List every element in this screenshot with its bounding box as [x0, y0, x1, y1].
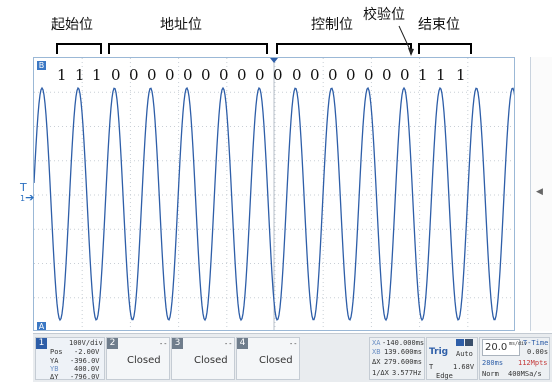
bit-value: 0 [328, 66, 338, 84]
side-panel-strip[interactable] [530, 57, 552, 331]
address-bracket [108, 43, 268, 54]
trigger-panel[interactable]: Trig Auto T 1.68V Edge [426, 337, 478, 380]
channel1-pos-label: Pos [50, 348, 63, 356]
cursor-xb-label: XB [372, 348, 381, 356]
bit-value: 0 [346, 66, 356, 84]
sample-rate: 400MSa/s [508, 370, 542, 378]
channel1-yb-label: YB [50, 365, 59, 373]
bit-value: 0 [111, 66, 121, 84]
bit-value: 0 [237, 66, 247, 84]
trigger-source-icon [456, 339, 464, 346]
bit-value: 0 [273, 66, 283, 84]
side-panel-expand-icon[interactable]: ◀ [536, 187, 543, 197]
channel1-dy-label: ΔY [50, 373, 59, 381]
bit-value: 0 [310, 66, 320, 84]
bit-value: 0 [255, 66, 265, 84]
trigger-label: Trig [429, 347, 449, 357]
timebase-unit: ms/div [509, 341, 528, 347]
bit-value: 0 [147, 66, 157, 84]
channel1-pos: -2.00V [74, 348, 100, 356]
channel1-panel[interactable]: 1 100V/div Pos -2.00V YA -396.0V YB 400.… [35, 337, 105, 381]
bit-value: 0 [382, 66, 392, 84]
check-bit-arrow [398, 25, 414, 56]
channel3-dashes: -- [224, 340, 233, 348]
bit-value: 0 [364, 66, 374, 84]
waveform-display[interactable]: B A [33, 57, 515, 331]
cursor-xa: -140.000ms [382, 339, 425, 347]
channel3-state: Closed [194, 355, 228, 366]
bit-value: 1 [418, 66, 428, 84]
trigger-edge-icon [465, 339, 473, 346]
cursor-xb: 139.600ms [384, 348, 422, 356]
channel1-marker: 1 [20, 194, 26, 203]
trigger-marker-letter: T [20, 181, 27, 194]
channel2-dashes: -- [159, 340, 168, 348]
bit-value: 1 [57, 66, 67, 84]
channel1-ya-label: YA [50, 357, 59, 365]
channel1-ya: -396.0V [70, 357, 100, 365]
channel1-dy: -796.0V [70, 373, 100, 381]
start-bits-label: 起始位 [51, 17, 93, 33]
timebase-panel[interactable]: 20.0 ms/div T-Time 0.00s 280ms 112Mpts N… [479, 337, 550, 380]
channel4-dashes: -- [289, 340, 298, 348]
cursor-inv: 3.577Hz [392, 369, 422, 377]
start-bracket [56, 43, 102, 54]
ttime-label: T-Time [523, 339, 549, 347]
channel3-panel[interactable]: 3 -- Closed [171, 337, 235, 380]
channel1-scale: 100V/div [69, 339, 103, 347]
channel2-state: Closed [127, 355, 161, 366]
control-bits-label: 控制位 [311, 17, 353, 33]
cursor-inv-label: 1/ΔX [372, 369, 389, 377]
cursor-xa-label: XA [372, 339, 381, 347]
bit-value: 1 [436, 66, 446, 84]
channel4-state: Closed [259, 355, 293, 366]
timebase-scale-box[interactable]: 20.0 ms/div [482, 339, 528, 356]
timebase-scale: 20.0 [485, 342, 508, 353]
channel4-number: 4 [237, 338, 248, 349]
cursor-dx-label: ΔX [372, 358, 381, 366]
end-bits-label: 结束位 [418, 17, 460, 33]
acquire-mode: Norm [482, 370, 499, 378]
channel2-number: 2 [107, 338, 118, 349]
channel-arrow-icon: ➔ [25, 191, 35, 204]
trigger-level-marker[interactable]: T 1➔ [20, 181, 35, 204]
bit-value: 0 [129, 66, 139, 84]
ttime-value: 0.00s [527, 348, 549, 356]
trigger-edge: Edge [436, 372, 453, 380]
bit-value: 0 [183, 66, 193, 84]
bit-value: 0 [400, 66, 410, 84]
trigger-level-label: T [429, 363, 434, 371]
bit-value: 0 [201, 66, 211, 84]
status-bar: 1 100V/div Pos -2.00V YA -396.0V YB 400.… [33, 333, 552, 382]
trigger-position-marker [270, 58, 278, 63]
channel2-panel[interactable]: 2 -- Closed [106, 337, 170, 380]
bit-value: 1 [75, 66, 85, 84]
bit-value: 0 [165, 66, 175, 84]
bit-value: 1 [456, 66, 466, 84]
trigger-level: 1.68V [453, 363, 475, 371]
memory-depth: 112Mpts [518, 359, 548, 367]
top-trace-marker: B [37, 61, 46, 70]
channel1-yb: 400.0V [74, 365, 100, 373]
bit-value: 0 [292, 66, 302, 84]
bit-value: 0 [219, 66, 229, 84]
channel1-trace [34, 86, 514, 322]
record-length: 280ms [482, 359, 504, 367]
channel1-number: 1 [36, 338, 47, 349]
bit-value: 1 [92, 66, 102, 84]
address-bits-label: 地址位 [160, 17, 202, 33]
end-bracket [418, 43, 472, 54]
cursor-readout[interactable]: XA -140.000ms XB 139.600ms ΔX 279.600ms … [369, 337, 425, 380]
trigger-mode: Auto [456, 350, 473, 358]
grid [34, 58, 514, 330]
channel4-panel[interactable]: 4 -- Closed [236, 337, 300, 380]
bottom-trace-marker: A [37, 322, 46, 331]
channel3-number: 3 [172, 338, 183, 349]
cursor-dx: 279.600ms [384, 358, 422, 366]
waveform-svg [34, 58, 514, 330]
check-bit-label: 校验位 [363, 7, 405, 23]
